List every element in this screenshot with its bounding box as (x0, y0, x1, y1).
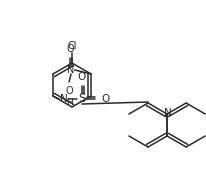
Text: O: O (66, 44, 74, 54)
Text: N: N (163, 108, 171, 118)
Text: S: S (78, 92, 85, 106)
Text: N: N (60, 94, 67, 104)
Text: O: O (65, 86, 73, 96)
Text: H: H (66, 98, 72, 108)
Text: N: N (67, 65, 74, 75)
Text: Cl: Cl (67, 41, 76, 51)
Text: O: O (77, 72, 86, 82)
Text: O: O (101, 94, 109, 104)
